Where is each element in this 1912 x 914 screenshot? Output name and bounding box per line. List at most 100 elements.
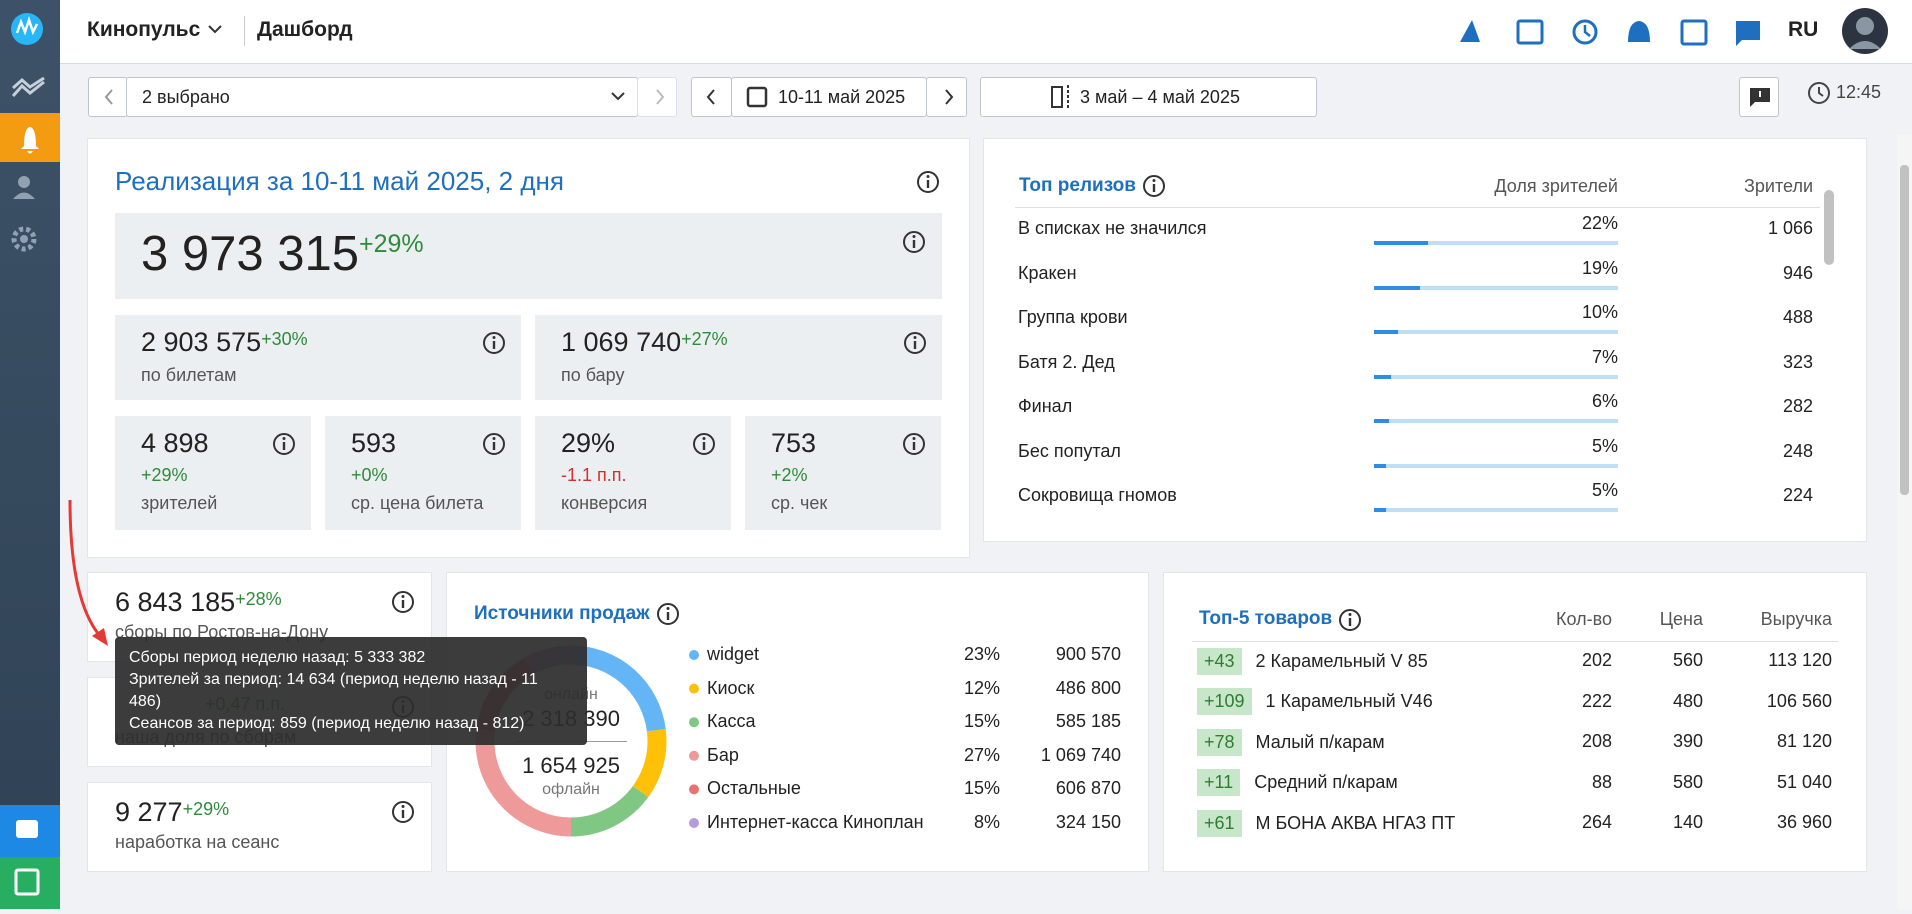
prev-date[interactable]	[691, 77, 732, 117]
product-qty: 208	[1581, 731, 1612, 752]
source-amount: 606 870	[1055, 778, 1121, 799]
metric-value: 2 903 575	[141, 327, 262, 357]
release-share: 6%	[1591, 391, 1618, 411]
share-bar	[1374, 463, 1387, 468]
share-bar	[1374, 330, 1399, 334]
tooltip-line: Сборы период неделю назад: 5 333 382	[129, 649, 426, 666]
release-viewers: 323	[1782, 351, 1813, 372]
feedback-button[interactable]	[1739, 77, 1779, 117]
avatar[interactable]	[1841, 7, 1889, 55]
product-badge: +61	[1197, 809, 1242, 837]
product-name: М БОНА АКВА НГАЗ ПТ	[1255, 812, 1456, 833]
metric-delta: +0%	[351, 465, 388, 485]
product-badge: +78	[1197, 728, 1242, 756]
analytics-icon[interactable]	[11, 76, 45, 98]
column-header: Зрители	[1744, 176, 1813, 196]
product-name: Средний п/карам	[1254, 772, 1398, 793]
metric: 29%	[561, 428, 615, 459]
release-share: 5%	[1591, 435, 1618, 456]
product-revenue: 51 040	[1776, 771, 1832, 792]
compare-value: 3 май – 4 май 2025	[1080, 87, 1240, 107]
tooltip: Сборы период неделю назад: 5 333 382 Зрит…	[115, 637, 587, 745]
release-share: 10%	[1581, 302, 1618, 322]
language[interactable]: RU	[1788, 18, 1819, 41]
header-rule	[1192, 641, 1838, 642]
source-share: 15%	[963, 711, 1000, 732]
total: 3 973 315 +29%	[141, 226, 424, 282]
metric-delta: -1.1 п.п.	[561, 465, 627, 485]
column-header: Кол-во	[1556, 609, 1612, 629]
page-scrollbar-thumb[interactable]	[1900, 165, 1909, 495]
next-selection[interactable]	[637, 77, 677, 117]
offline-value: 1 654 925	[522, 753, 620, 778]
releases-title: Топ релизов	[1019, 175, 1136, 196]
column-header: Цена	[1659, 609, 1703, 629]
source-name: Киоск	[707, 677, 755, 698]
divider	[244, 16, 245, 46]
source-amount: 1 069 740	[1040, 744, 1121, 765]
release-viewers: 488	[1782, 307, 1813, 327]
metric-value: 4 898	[141, 428, 209, 458]
source-amount: 900 570	[1055, 644, 1121, 664]
selection-value: 2 выбрано	[142, 87, 230, 107]
metric: 753	[771, 428, 816, 459]
source-share: 27%	[963, 744, 1000, 765]
product-name: 2 Карамельный V 85	[1255, 650, 1428, 671]
metric-delta: +29%	[182, 799, 230, 819]
source-name: Остальные	[707, 778, 801, 799]
metric-label: конверсия	[561, 493, 648, 513]
total-value: 3 973 315	[141, 227, 359, 281]
history-icon[interactable]	[1572, 19, 1598, 45]
campaign-icon[interactable]	[1460, 20, 1480, 42]
source-name: Касса	[707, 711, 756, 732]
product-badge: +43	[1197, 647, 1242, 675]
product-badge: +11	[1197, 769, 1241, 797]
share-track	[1374, 419, 1618, 423]
metric: 593	[351, 428, 396, 459]
metric-value: 6 843 185	[115, 587, 236, 617]
products-title: Топ-5 товаров	[1199, 608, 1333, 629]
metric-delta: +2%	[771, 465, 808, 485]
column-header: Выручка	[1760, 609, 1832, 629]
bell-icon[interactable]	[1628, 21, 1650, 42]
release-name: Батя 2. Дед	[1018, 351, 1115, 372]
metric: 2 903 575 +30%	[141, 327, 308, 358]
profile-icon[interactable]	[18, 176, 30, 188]
brand[interactable]: Кинопульс	[87, 18, 201, 41]
clock-icon	[1808, 82, 1830, 104]
source-amount: 324 150	[1055, 812, 1121, 832]
metric-label: по бару	[561, 365, 625, 385]
selection-dropdown[interactable]	[126, 77, 638, 117]
share-track	[1374, 508, 1618, 512]
share-track	[1374, 285, 1618, 290]
help-button[interactable]	[0, 857, 60, 909]
source-name: widget	[707, 644, 760, 664]
metric-delta: +27%	[681, 329, 728, 349]
metric-value: 9 277	[115, 797, 183, 827]
compare-period[interactable]	[980, 77, 1317, 117]
metric: 9 277 +29%	[115, 797, 229, 828]
release-viewers: 248	[1782, 440, 1813, 461]
release-name: Группа крови	[1018, 307, 1128, 327]
date-value: 10-11 май 2025	[778, 87, 906, 107]
metric-label: ср. цена билета	[351, 493, 484, 513]
release-viewers: 946	[1782, 262, 1813, 283]
release-viewers: 1 066	[1767, 218, 1813, 238]
source-share: 8%	[973, 812, 1000, 832]
settings-icon[interactable]	[11, 226, 37, 252]
next-date[interactable]	[926, 77, 967, 117]
prev-selection[interactable]	[88, 77, 128, 117]
messages-icon[interactable]	[1736, 21, 1760, 46]
product: +109 1 Карамельный V46	[1197, 688, 1433, 716]
product-badge: +109	[1197, 688, 1252, 716]
release-viewers: 282	[1782, 396, 1813, 416]
share-bar	[1374, 419, 1389, 423]
metric-delta: +29%	[141, 465, 188, 485]
tooltip-line: Зрителей за период: 14 634 (период недел…	[129, 671, 538, 710]
calendar-icon[interactable]	[1680, 19, 1708, 46]
sidebar-icons	[0, 13, 60, 909]
release-name: Сокровища гномов	[1018, 485, 1177, 505]
total-delta: +29%	[359, 230, 424, 258]
inbox-icon[interactable]	[1516, 19, 1544, 45]
